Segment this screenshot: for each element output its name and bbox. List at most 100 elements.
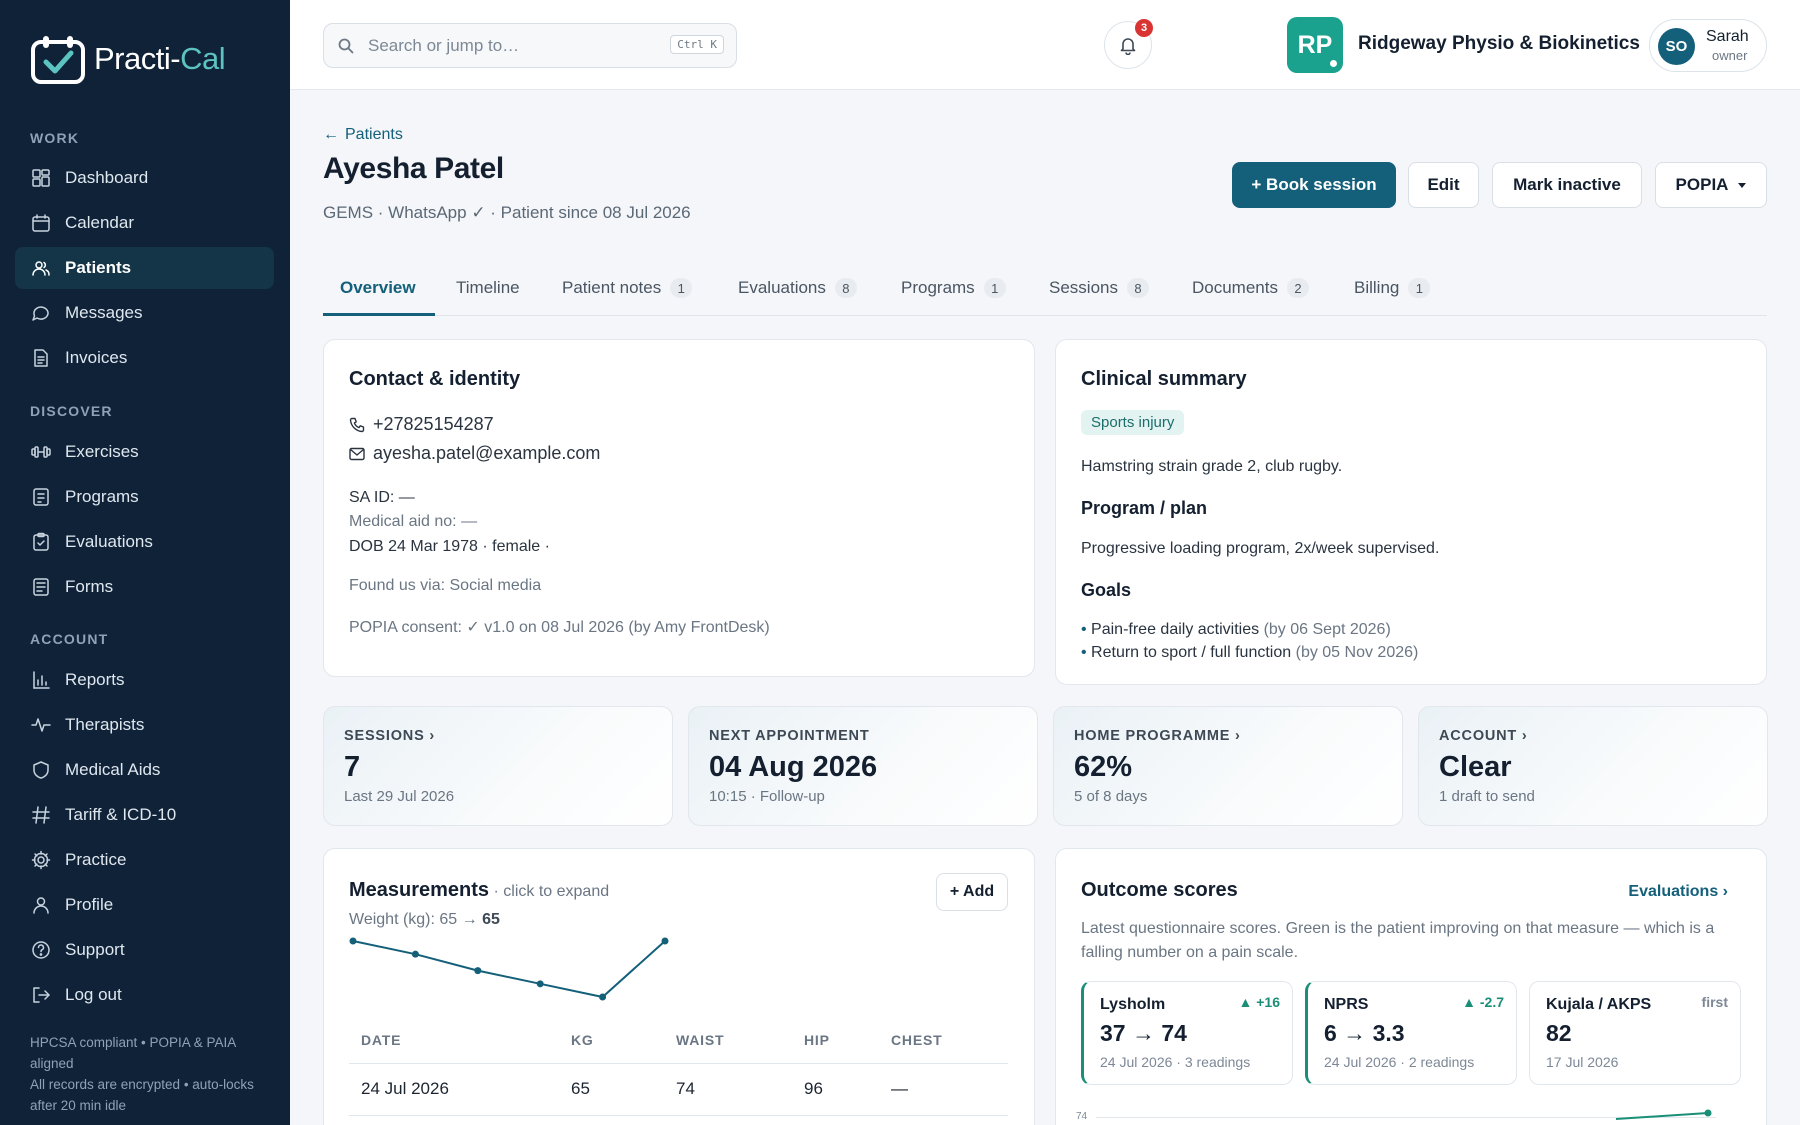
sidebar-item-invoices[interactable]: Invoices [15,337,274,379]
table-row[interactable]: 24 Jul 2026 65 74 96— [349,1063,1008,1116]
sidebar-item-label: Dashboard [65,168,149,187]
logout-icon [33,987,50,1003]
sidebar-item-log-out[interactable]: Log out [15,974,274,1016]
back-to-patients-link[interactable]: ← Patients [323,126,403,144]
book-session-button[interactable]: + Book session [1232,162,1396,208]
dashboard-icon [32,169,50,187]
tab-overview[interactable]: Overview [340,278,416,298]
user-icon [33,897,49,914]
goal-text: Return to sport / full function [1091,644,1292,661]
weight-data-point[interactable] [474,967,482,975]
help-icon [32,941,50,959]
sessions-stat-card[interactable]: SESSIONS › 7 Last 29 Jul 2026 [323,706,673,826]
sidebar-item-tariff-icd-10[interactable]: Tariff & ICD-10 [15,794,274,836]
measurements-title[interactable]: Measurements · click to expand [349,879,610,901]
sidebar-item-label: Evaluations [65,532,153,551]
sidebar-item-reports[interactable]: Reports [15,659,274,701]
tab-label: Programs [901,278,975,297]
tab-programs[interactable]: Programs 1 [901,278,1006,298]
sidebar-item-practice[interactable]: Practice [15,839,274,881]
search-box[interactable]: Ctrl K [323,23,737,68]
sidebar-item-evaluations[interactable]: Evaluations [15,521,274,563]
score-card-lysholm[interactable]: Lysholm ▲ +16 37 → 74 24 Jul 2026 · 3 readi… [1081,981,1293,1085]
stat-value: 04 Aug 2026 [709,751,878,783]
weight-data-point[interactable] [411,950,419,958]
stat-value: Clear [1439,751,1512,783]
account-stat-card[interactable]: ACCOUNT › Clear 1 draft to send [1418,706,1768,826]
notifications-button[interactable]: 3 [1104,19,1153,69]
sidebar-item-programs[interactable]: Programs [15,476,274,518]
goal-text: Pain-free daily activities [1091,621,1260,638]
column-header: CHEST [879,1017,1008,1064]
email-row[interactable]: ayesha.patel@example.com [349,443,600,464]
column-header: DATE [349,1017,559,1064]
sidebar-item-label: Calendar [65,213,134,232]
outcome-scores-card: Outcome scores Evaluations › Latest ques… [1055,848,1767,1125]
sidebar-item-patients[interactable]: Patients [15,247,274,289]
weight-data-point[interactable] [599,993,607,1001]
column-header: WAIST [664,1017,792,1064]
score-card-nprs[interactable]: NPRS ▲ -2.7 6 → 3.3 24 Jul 2026 · 2 reading… [1305,981,1517,1085]
popia-dropdown-button[interactable]: POPIA [1655,162,1767,208]
phone-row[interactable]: +27825154287 [349,414,494,435]
sidebar-item-label: Invoices [65,348,128,367]
user-name: Sarah [1706,28,1749,45]
date-of-birth: DOB 24 Mar 1978 · female · [349,538,550,555]
user-menu[interactable]: SO Sarah owner [1649,19,1767,72]
tab-billing[interactable]: Billing 1 [1354,278,1431,298]
tab-label: Evaluations [738,278,826,297]
sidebar-item-label: Forms [65,577,114,596]
practice-name[interactable]: Ridgeway Physio & Biokinetics [1358,33,1640,54]
sidebar-item-label: Medical Aids [65,760,161,779]
tab-evaluations[interactable]: Evaluations 8 [738,278,857,298]
tab-label: Patient notes [562,278,662,297]
measurements-card: Measurements · click to expand + Add Wei… [323,848,1035,1125]
stat-value: 62% [1074,751,1133,783]
sidebar-item-label: Therapists [65,715,145,734]
sidebar-item-label: Profile [65,895,114,914]
search-input[interactable] [368,35,668,56]
tab-sessions[interactable]: Sessions 8 [1049,278,1149,298]
plan-text: Progressive loading program, 2x/week sup… [1081,540,1440,557]
invoice-icon [34,349,48,367]
sidebar-item-label: Support [65,940,125,959]
home-programme-stat-card[interactable]: HOME PROGRAMME › 62% 5 of 8 days [1053,706,1403,826]
sidebar-item-therapists[interactable]: Therapists [15,704,274,746]
clinical-summary-card: Clinical summary Sports injury Hamstring… [1055,339,1767,685]
popia-label: POPIA [1675,175,1729,194]
edit-button[interactable]: Edit [1408,162,1479,208]
score-card-kujala-akps[interactable]: Kujala / AKPS first 82 17 Jul 2026 [1529,981,1741,1085]
tab-count-badge: 8 [1126,278,1149,298]
app-logo[interactable]: Practi-Cal [30,34,226,84]
add-measurement-button[interactable]: + Add [936,873,1008,911]
sidebar-item-exercises[interactable]: Exercises [15,431,274,473]
weight-data-point[interactable] [536,980,544,988]
sidebar-item-medical-aids[interactable]: Medical Aids [15,749,274,791]
goals-list: • Pain-free daily activities (by 06 Sept… [1081,618,1418,664]
sidebar-item-profile[interactable]: Profile [15,884,274,926]
sidebar-item-messages[interactable]: Messages [15,292,274,334]
sidebar-item-forms[interactable]: Forms [15,566,274,608]
tab-documents[interactable]: Documents 2 [1192,278,1309,298]
evaluations-link[interactable]: Evaluations › [1628,883,1728,900]
weight-data-point[interactable] [349,937,357,945]
tab-timeline[interactable]: Timeline [456,278,520,298]
practice-logo[interactable]: RP [1287,17,1343,73]
sidebar-item-dashboard[interactable]: Dashboard [15,157,274,199]
mark-inactive-button[interactable]: Mark inactive [1492,162,1642,208]
chevron-down-icon [1738,182,1747,188]
nav-section-account: ACCOUNT [30,631,109,647]
bar-chart-icon [33,671,50,689]
mail-icon [349,447,365,460]
hash-icon [32,806,50,824]
sidebar-item-calendar[interactable]: Calendar [15,202,274,244]
sidebar-item-support[interactable]: Support [15,929,274,971]
tab-label: Timeline [456,278,520,297]
tab-patient-notes[interactable]: Patient notes 1 [562,278,693,298]
weight-summary: Weight (kg): 65 → 65 [349,911,500,928]
weight-data-point[interactable] [661,937,669,945]
next-appointment-stat-card[interactable]: NEXT APPOINTMENT 04 Aug 2026 10:15 · Follo… [688,706,1038,826]
clipboard-icon [33,532,49,551]
sidebar-item-label: Patients [65,258,132,277]
compliance-line: HPCSA compliant • POPIA & PAIA aligned [30,1035,236,1071]
